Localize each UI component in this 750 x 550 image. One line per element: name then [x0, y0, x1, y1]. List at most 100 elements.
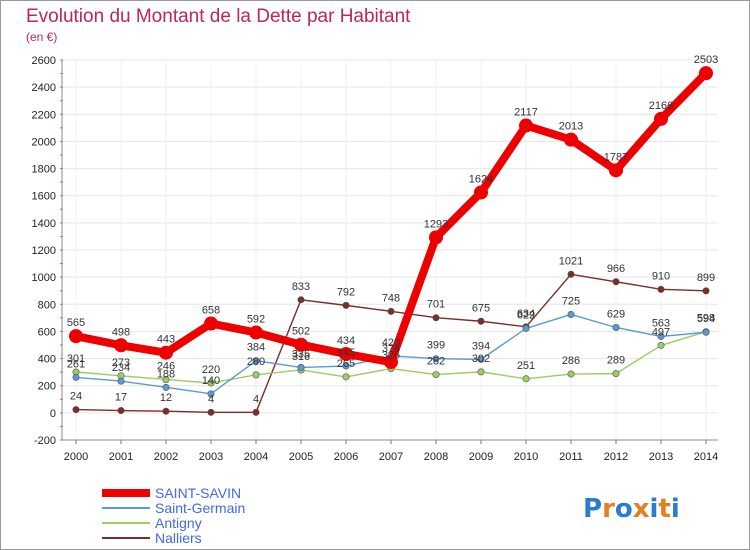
data-point [387, 307, 395, 315]
data-label: 443 [157, 334, 175, 346]
data-point [567, 310, 575, 318]
legend-label: Saint-Germain [155, 500, 245, 516]
data-point [297, 363, 305, 371]
data-point [342, 301, 350, 309]
x-tick-label: 2008 [424, 451, 448, 463]
data-point [519, 118, 533, 133]
y-tick-label: 1000 [32, 272, 56, 284]
y-tick-label: 400 [38, 354, 56, 366]
data-label: 384 [247, 342, 265, 354]
x-tick-label: 2006 [334, 451, 358, 463]
y-tick-label: 2200 [32, 109, 56, 121]
data-label: 502 [292, 326, 310, 338]
data-label: 792 [337, 286, 355, 298]
data-point [159, 345, 173, 360]
data-point [72, 373, 80, 381]
data-label: 592 [247, 314, 265, 326]
data-point [342, 373, 350, 381]
data-label: 316 [292, 351, 310, 363]
y-tick-label: -200 [34, 435, 56, 447]
x-tick-label: 2013 [649, 451, 673, 463]
data-point [432, 355, 440, 363]
data-point [612, 278, 620, 286]
data-point [657, 341, 665, 349]
data-point [297, 296, 305, 304]
data-point [564, 132, 578, 147]
data-label: 497 [652, 326, 670, 338]
data-point [117, 407, 125, 415]
data-point [612, 323, 620, 331]
data-label: 2166 [649, 100, 673, 112]
data-label: 658 [202, 305, 220, 317]
x-tick-label: 2001 [109, 451, 133, 463]
x-tick-label: 2004 [244, 451, 268, 463]
data-label: 12 [160, 392, 172, 404]
y-tick-label: 2600 [32, 55, 56, 67]
data-label: 434 [337, 335, 355, 347]
data-label: 282 [427, 356, 445, 368]
x-tick-label: 2009 [469, 451, 493, 463]
data-point [117, 377, 125, 385]
data-point [522, 324, 530, 332]
data-label: 910 [652, 270, 670, 282]
data-point [162, 407, 170, 415]
data-label: 498 [112, 326, 130, 338]
y-tick-label: 1600 [32, 191, 56, 203]
data-point [249, 325, 263, 340]
plot-area: -200 0 200 400 600 800 1000 1200 1400 1600 1800 200… [32, 54, 719, 463]
legend-label: Nalliers [155, 530, 202, 546]
legend-label: Antigny [155, 515, 202, 531]
data-point [252, 357, 260, 365]
data-label: 1787 [604, 151, 628, 163]
data-point [609, 163, 623, 178]
data-label: 2117 [514, 107, 538, 119]
data-label: 1293 [424, 218, 448, 230]
y-tick-label: 2400 [32, 82, 56, 94]
data-point [477, 355, 485, 363]
proxiti-logo: Proxiti [583, 494, 680, 524]
data-label: 273 [112, 357, 130, 369]
data-point [162, 375, 170, 383]
logo-text: Proxiti [583, 494, 680, 524]
data-label: 24 [70, 391, 82, 403]
chart-title: Evolution du Montant de la Dette par Hab… [26, 6, 411, 27]
data-label: 748 [382, 292, 400, 304]
data-point [522, 375, 530, 383]
data-label: 563 [652, 317, 670, 329]
data-label: 399 [427, 340, 445, 352]
data-label: 17 [115, 392, 127, 404]
data-label: 966 [607, 263, 625, 275]
y-tick-label: 200 [38, 381, 56, 393]
data-label: 725 [562, 295, 580, 307]
data-label: 420 [382, 337, 400, 349]
data-point [477, 317, 485, 325]
data-label: 335 [292, 348, 310, 360]
data-point [432, 371, 440, 379]
data-point [699, 66, 713, 81]
x-tick-label: 2010 [514, 451, 538, 463]
data-label: 280 [247, 356, 265, 368]
data-point [384, 355, 398, 370]
chart-subtitle: (en €) [26, 30, 57, 44]
y-tick-label: 800 [38, 299, 56, 311]
data-point [477, 368, 485, 376]
data-label: 4 [253, 393, 259, 405]
y-tick-label: 2000 [32, 136, 56, 148]
data-point [567, 370, 575, 378]
data-label: 188 [157, 368, 175, 380]
data-label: 234 [112, 362, 130, 374]
data-label: 374 [382, 343, 400, 355]
data-point [474, 185, 488, 200]
x-tick-label: 2012 [604, 451, 628, 463]
x-tick-label: 2014 [694, 451, 718, 463]
data-label: 1624 [469, 173, 493, 185]
data-point [702, 328, 710, 336]
data-label: 302 [472, 353, 490, 365]
data-label: 594 [697, 313, 715, 325]
data-point [612, 370, 620, 378]
y-tick-label: 1800 [32, 164, 56, 176]
data-label: 326 [382, 350, 400, 362]
data-label: 675 [472, 302, 490, 314]
